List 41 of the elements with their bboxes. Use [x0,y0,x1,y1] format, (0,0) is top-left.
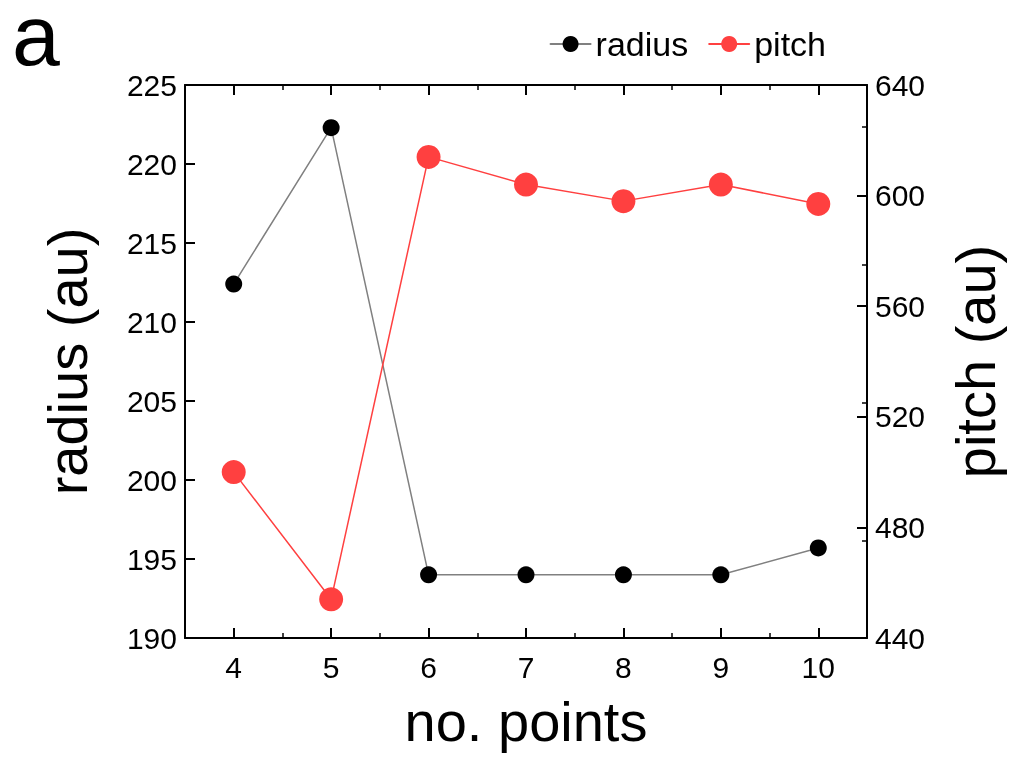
point [614,566,632,584]
x-tick-label: 10 [801,650,835,684]
point [712,566,730,584]
point [809,539,827,557]
x-axis-title: no. points [404,689,648,753]
point [806,191,831,216]
point [225,275,243,293]
y-tick-label: 195 [126,542,177,576]
point [416,144,441,169]
text: a [12,0,60,83]
legend-label: pitch [754,25,827,63]
point [708,172,733,197]
y2-axis-title: pitch (au) [943,244,1007,479]
point [514,172,538,197]
point [221,460,246,485]
y-tick-label: 220 [126,147,177,181]
x-tick-label: 7 [517,650,535,684]
y-tick-label: 210 [126,305,177,339]
point [611,189,636,214]
y2-tick-label: 600 [875,179,926,213]
legend-label: radius [595,25,689,63]
y-axis-title: radius (au) [35,227,99,496]
point [322,119,340,137]
y-tick-label: 225 [126,68,177,102]
y-tick-label: 190 [126,621,177,655]
y-tick-label: 215 [126,226,177,260]
y-tick-label: 200 [126,463,177,497]
y2-tick-label: 520 [875,400,926,434]
y2-tick-label: 480 [875,510,926,544]
y2-tick-label: 560 [875,289,926,323]
point [517,566,535,584]
point [420,566,438,584]
y2-tick-label: 640 [875,68,926,102]
x-tick-label: 6 [420,650,437,684]
x-tick-label: 9 [712,650,730,684]
point [319,587,344,612]
x-tick-label: 5 [322,650,340,684]
y-tick-label: 205 [126,384,177,418]
x-tick-label: 8 [615,650,632,684]
x-tick-label: 4 [225,650,243,684]
y2-tick-label: 440 [875,621,926,655]
